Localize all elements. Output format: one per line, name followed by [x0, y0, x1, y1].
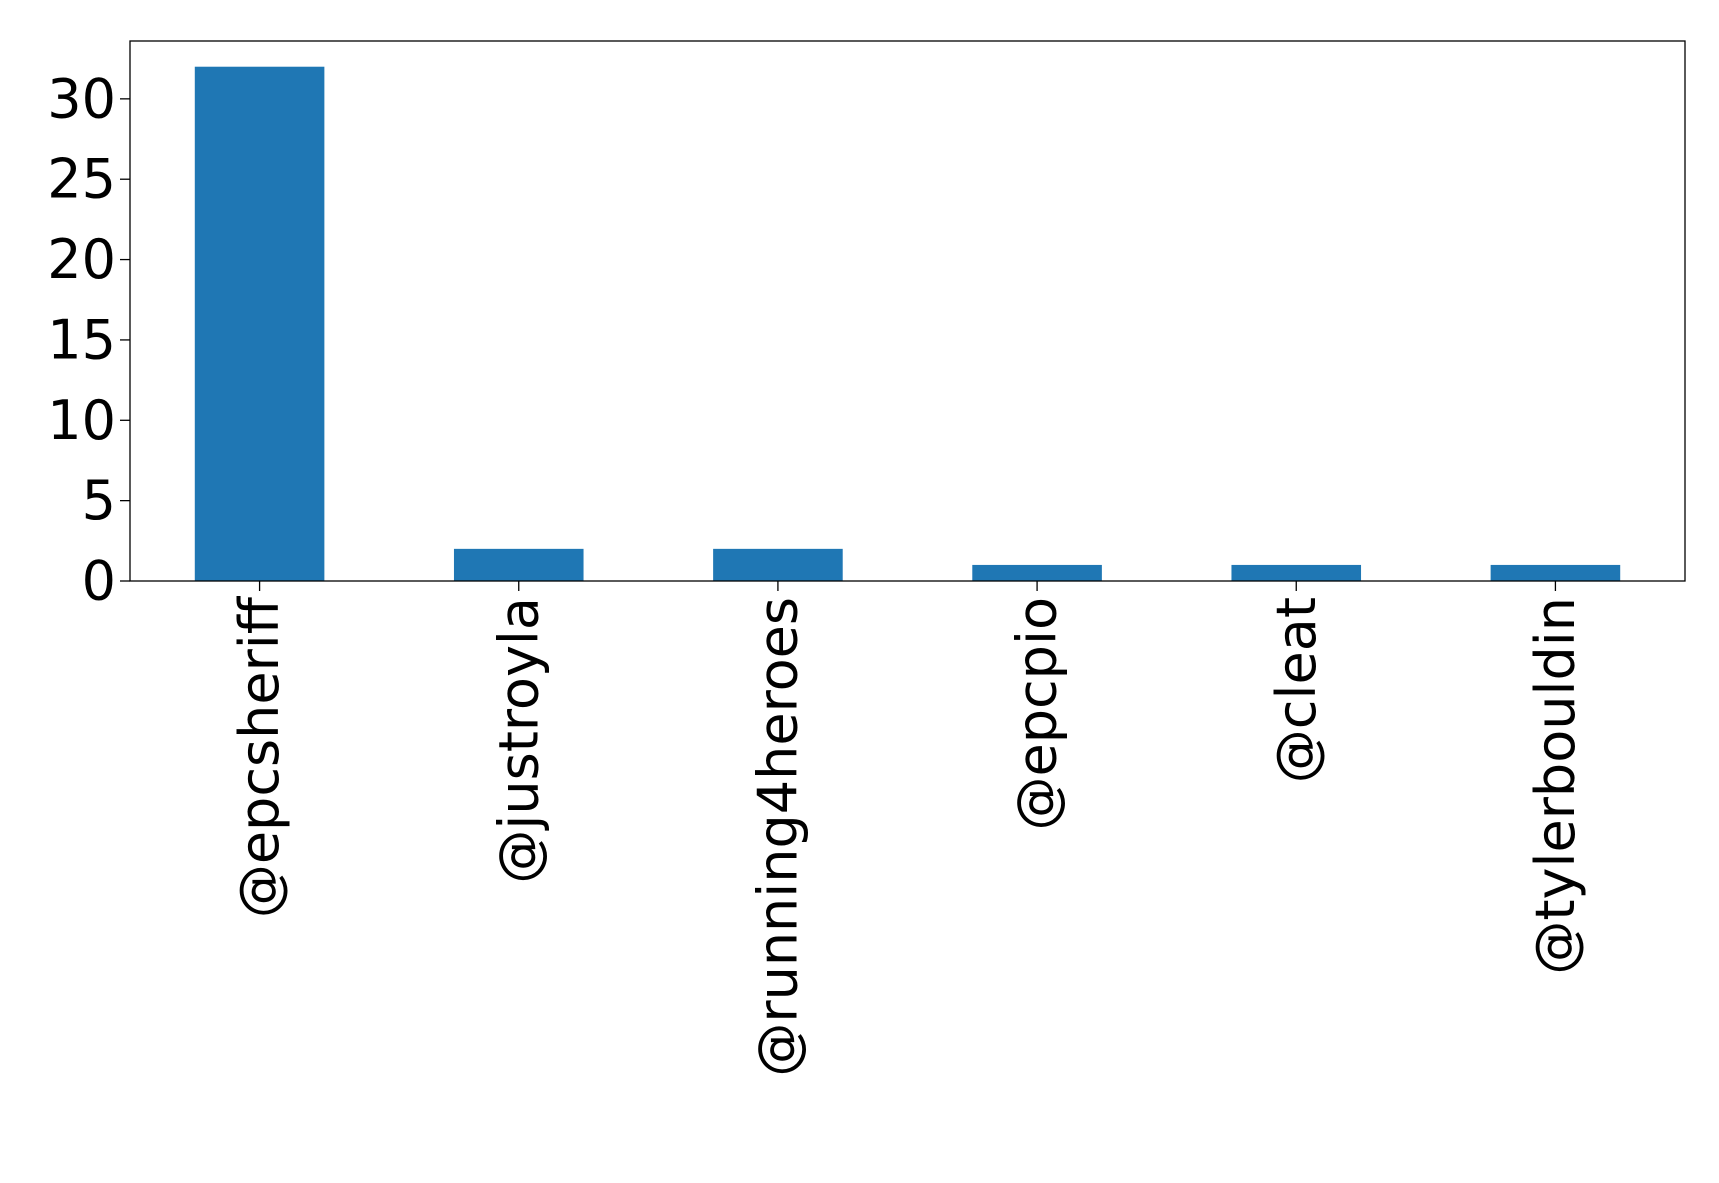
y-tick-label: 30	[47, 67, 116, 130]
bars-group	[194, 66, 1621, 581]
x-tick-label: @epcsheriff	[228, 595, 291, 918]
x-tick-label: @justroyla	[487, 597, 550, 884]
plot-area-frame	[129, 40, 1686, 582]
y-tick-label: 15	[47, 308, 116, 371]
y-tick-label: 0	[82, 550, 116, 613]
bar-tylerbouldin	[1490, 564, 1621, 581]
y-tick-label: 25	[47, 148, 116, 211]
y-tick-label: 20	[47, 228, 116, 291]
y-tick-label: 10	[47, 389, 116, 452]
x-axis: @epcsheriff @justroyla @running4heroes @epc…	[228, 581, 1587, 1077]
x-tick-label: @cleat	[1265, 597, 1328, 783]
bar-epcpio	[972, 564, 1102, 581]
x-tick-label: @running4heroes	[746, 597, 809, 1077]
x-tick-label: @epcpio	[1006, 597, 1069, 831]
y-axis: 0 5 10 15 20 25 30	[47, 67, 130, 613]
bar-cleat	[1231, 564, 1362, 581]
x-tick-label: @tylerbouldin	[1524, 597, 1587, 975]
bar-justroyla	[453, 548, 584, 581]
y-tick-label: 5	[82, 469, 116, 532]
bar-running4heroes	[713, 548, 843, 581]
bar-epcsheriff	[194, 66, 325, 581]
